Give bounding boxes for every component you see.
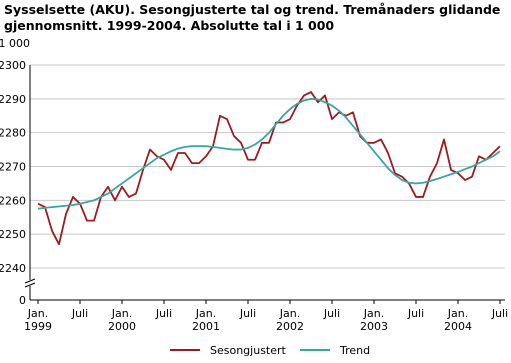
x-tick-label: Jan. 2003 bbox=[360, 307, 388, 333]
y-tick-label: 2300 bbox=[0, 59, 26, 72]
legend-label: Sesongjustert bbox=[210, 344, 287, 357]
y-tick-label: 2290 bbox=[0, 93, 26, 106]
x-tick-label: Juli bbox=[323, 307, 340, 320]
axis-break-mark bbox=[24, 278, 36, 284]
x-tick-label: Jan. 2001 bbox=[192, 307, 220, 333]
series-line bbox=[37, 91, 501, 246]
y-tick-label: 2270 bbox=[0, 161, 26, 174]
x-tick-label: Jan. 1999 bbox=[24, 307, 52, 333]
x-tick-label: Juli bbox=[407, 307, 424, 320]
series-line bbox=[37, 97, 501, 210]
legend-label: Trend bbox=[339, 344, 370, 357]
y-tick-label: 0 bbox=[19, 294, 26, 307]
x-tick-label: Jan. 2004 bbox=[444, 307, 472, 333]
axis-break-mark bbox=[24, 282, 36, 288]
y-tick-label: 2260 bbox=[0, 194, 26, 207]
y-tick-label: 2240 bbox=[0, 262, 26, 275]
axis-break-gap bbox=[25, 280, 35, 286]
x-tick-label: Jan. 2000 bbox=[108, 307, 136, 333]
x-tick-label: Juli bbox=[491, 307, 508, 320]
y-tick-label: 2250 bbox=[0, 228, 26, 241]
x-tick-label: Juli bbox=[155, 307, 172, 320]
y-tick-label: 2280 bbox=[0, 127, 26, 140]
x-tick-label: Jan. 2002 bbox=[276, 307, 304, 333]
y-unit-label: 1 000 bbox=[0, 37, 30, 50]
x-tick-label: Juli bbox=[239, 307, 256, 320]
x-tick-label: Juli bbox=[71, 307, 88, 320]
chart-title: Sysselsette (AKU). Sesongjusterte tal og… bbox=[4, 2, 501, 33]
